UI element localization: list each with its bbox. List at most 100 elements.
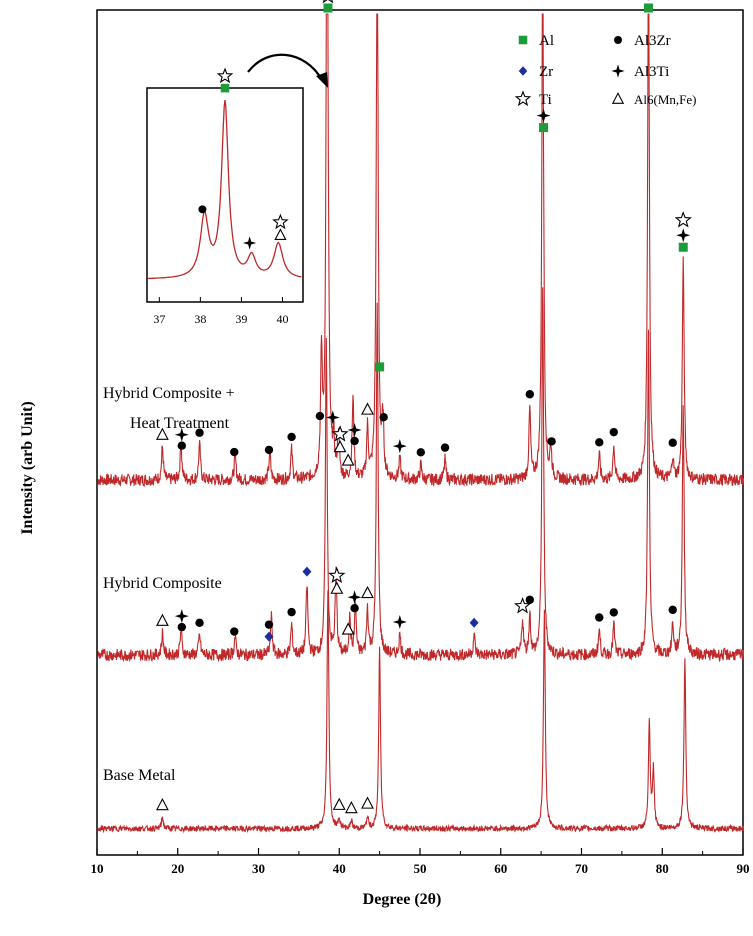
x-tick-label: 80	[656, 861, 669, 876]
al3ti-marker	[325, 410, 340, 425]
al3ti-marker	[676, 228, 691, 243]
ti-marker	[331, 425, 349, 442]
legend-label: Al3Ti	[634, 64, 669, 80]
al3ti-marker	[174, 427, 189, 442]
trace-labels: Hybrid Composite + Heat Treatment Hybrid C…	[103, 385, 235, 784]
inset-plot: 37 38 39 40	[146, 67, 304, 326]
zr-marker	[469, 617, 479, 628]
al3zr-marker	[195, 618, 204, 628]
phase-markers	[155, 0, 692, 814]
x-tick-label: 30	[252, 861, 265, 876]
x-tick-label: 50	[414, 861, 427, 876]
al3zr-marker	[416, 448, 426, 457]
x-tick-label: 10	[91, 861, 104, 876]
al6mnfe-marker	[274, 228, 287, 241]
trace-label: Heat Treatment	[130, 415, 230, 432]
al-marker	[539, 123, 549, 133]
al3zr-marker	[440, 443, 450, 452]
trace-label: Hybrid Composite	[103, 575, 222, 592]
al3ti-marker	[242, 236, 257, 250]
al-marker	[678, 242, 688, 252]
al3zr-marker	[287, 432, 296, 442]
al3zr-marker	[198, 205, 207, 214]
al3zr-marker	[350, 436, 359, 446]
inset-arrow-head	[316, 72, 328, 88]
al-marker	[644, 3, 654, 13]
x-axis: 10 20 30 40 50 60 70 80 90	[91, 848, 750, 876]
al3zr-marker	[525, 390, 535, 399]
al6mnfe-marker	[330, 581, 344, 594]
x-tick-label: 20	[171, 861, 184, 876]
al6mnfe-marker	[341, 622, 355, 635]
x-tick-label: 40	[333, 861, 346, 876]
legend-label: Zr	[539, 64, 553, 80]
al3zr-marker	[609, 608, 618, 617]
al3zr-marker	[287, 607, 296, 617]
al3zr-marker	[595, 438, 604, 447]
al6mnfe-marker	[611, 92, 625, 104]
al6mnfe-marker	[344, 800, 358, 814]
al3zr-marker	[264, 620, 274, 629]
trace-line	[97, 13, 744, 488]
al3ti-marker	[174, 609, 189, 624]
x-axis-title: Degree (2θ)	[363, 891, 442, 908]
al-marker	[220, 83, 230, 93]
al3zr-marker	[614, 36, 622, 44]
al3zr-marker	[264, 445, 274, 455]
ti-marker	[272, 213, 289, 230]
inset-x-tick-label: 38	[194, 312, 206, 326]
al3zr-marker	[379, 413, 388, 422]
al6mnfe-marker	[341, 453, 355, 466]
ti-marker	[328, 566, 346, 584]
al6mnfe-marker	[155, 797, 169, 811]
al3zr-marker	[230, 627, 239, 636]
trace-line	[97, 590, 744, 834]
al3zr-marker	[177, 622, 186, 632]
al3zr-marker	[547, 437, 556, 446]
al-marker	[323, 3, 333, 13]
zr-marker	[302, 566, 312, 577]
zr-marker	[518, 66, 528, 76]
al3zr-marker	[609, 427, 618, 437]
legend-label: Al3Zr	[634, 33, 671, 49]
legend: Al Al3Zr Zr Al3Ti Ti Al6(Mn,Fe)	[514, 33, 696, 108]
al3ti-marker	[611, 64, 625, 78]
al6mnfe-marker	[361, 402, 374, 415]
legend-label: Al	[539, 33, 554, 49]
trace-label: Base Metal	[103, 767, 176, 784]
ti-marker	[513, 597, 532, 614]
al3ti-marker	[347, 422, 362, 437]
al6mnfe-marker	[361, 585, 374, 599]
trace-label: Hybrid Composite +	[103, 385, 235, 402]
al3zr-marker	[595, 613, 604, 622]
ti-marker	[514, 90, 532, 107]
legend-label: Ti	[539, 92, 552, 108]
al3ti-marker	[347, 590, 362, 605]
al6mnfe-marker	[361, 796, 374, 809]
al3ti-marker	[392, 439, 407, 454]
x-tick-label: 70	[575, 861, 588, 876]
ti-marker	[322, 0, 334, 4]
al3zr-marker	[668, 438, 677, 447]
al3zr-marker	[350, 603, 359, 613]
al6mnfe-marker	[332, 797, 346, 810]
inset-trace-line	[147, 100, 302, 280]
al-marker	[518, 35, 528, 45]
inset-x-tick-label: 37	[153, 312, 165, 326]
y-axis-title: Intensity (arb Unit)	[19, 401, 36, 534]
x-tick-label: 60	[494, 861, 507, 876]
inset-x-tick-label: 40	[276, 312, 288, 326]
al3zr-marker	[525, 595, 535, 604]
inset-arrow	[247, 53, 323, 81]
ti-marker	[216, 67, 234, 84]
ti-marker	[674, 211, 692, 228]
al3zr-marker	[668, 605, 677, 615]
al6mnfe-marker	[155, 427, 169, 440]
inset-x-tick-label: 39	[235, 312, 247, 326]
inset-frame	[146, 87, 304, 303]
legend-label: Al6(Mn,Fe)	[634, 92, 696, 107]
al3zr-marker	[177, 441, 186, 450]
al3zr-marker	[315, 411, 325, 421]
traces	[97, 13, 744, 834]
